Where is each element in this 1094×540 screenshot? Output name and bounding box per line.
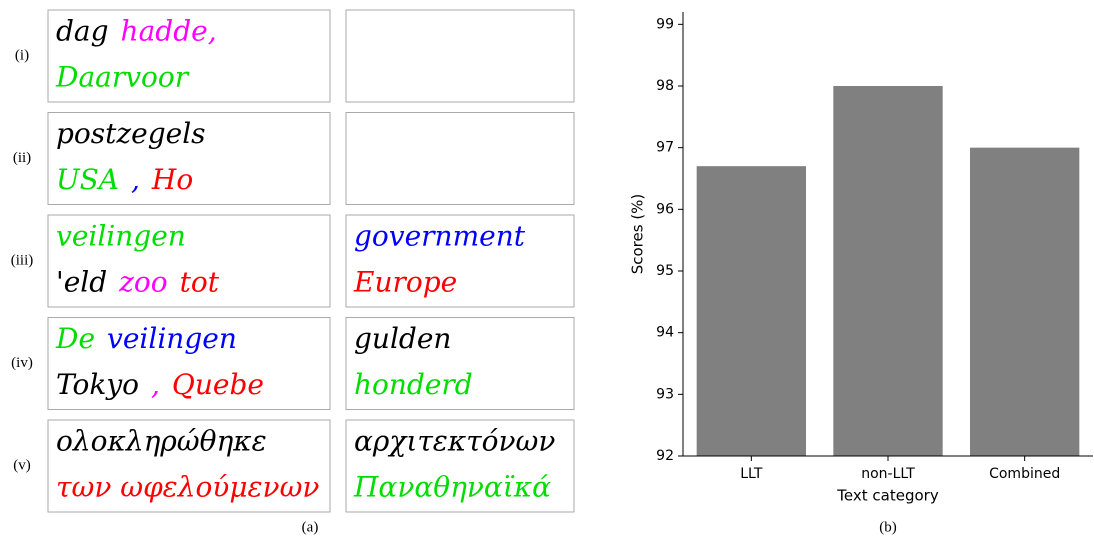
handwritten-word: hadde, (121, 15, 217, 48)
handwritten-word: , (151, 368, 160, 401)
handwritten-word: tot (180, 266, 220, 299)
y-tick-label: 96 (656, 201, 674, 217)
row-label: (iii) (11, 252, 34, 268)
handwritten-word: dag (56, 15, 109, 48)
panel-caption: (a) (302, 519, 319, 535)
y-tick-label: 97 (656, 140, 674, 156)
bar (970, 148, 1079, 456)
handwritten-word: 'eld (56, 266, 107, 299)
handwritten-word: veilingen (107, 322, 237, 355)
x-tick-label: LLT (740, 466, 763, 482)
y-tick-label: 94 (656, 325, 674, 341)
handwritten-word: αρχιτεκτόνων (354, 425, 555, 458)
bar (697, 166, 806, 456)
sample-panel (346, 10, 574, 102)
x-tick-label: Combined (989, 466, 1060, 482)
handwritten-word: honderd (354, 368, 473, 401)
row-label: (i) (15, 47, 29, 63)
handwritten-word: ολοκληρώθηκε (56, 425, 267, 458)
handwritten-word: veilingen (56, 220, 186, 253)
handwritten-word: των ωφελούμενων (56, 471, 319, 504)
y-tick-label: 99 (656, 16, 674, 32)
y-tick-label: 93 (656, 386, 674, 402)
y-tick-label: 92 (656, 448, 674, 464)
bar (833, 86, 942, 456)
handwritten-word: Παναθηναϊκά (353, 471, 551, 504)
handwritten-word: Daarvoor (55, 61, 190, 94)
row-label: (iv) (11, 355, 33, 371)
figure: (a) (b) (i) dag hadde, Daarvoor (ii) postzege… (0, 0, 1094, 540)
handwritten-word: zoo (118, 266, 167, 299)
handwritten-word: postzegels (56, 117, 206, 150)
handwritten-word: Tokyo (56, 368, 139, 401)
chart-caption: (b) (879, 519, 897, 535)
row-label: (v) (13, 457, 31, 473)
handwritten-word: Quebe (172, 368, 264, 401)
handwritten-word: Ho (151, 163, 193, 196)
handwritten-word: gulden (354, 322, 451, 355)
handwritten-word: Europe (353, 266, 457, 299)
sample-panel (346, 113, 574, 205)
y-tick-label: 95 (656, 263, 674, 279)
y-tick-label: 98 (656, 78, 674, 94)
handwritten-word: government (354, 220, 526, 253)
handwritten-word: De (55, 322, 95, 355)
x-axis-label: Text category (836, 487, 939, 505)
handwritten-word: , (131, 163, 140, 196)
x-tick-label: non-LLT (861, 466, 915, 482)
row-label: (ii) (13, 150, 31, 166)
y-axis-label: Scores (%) (629, 194, 647, 275)
handwritten-word: USA (56, 163, 119, 196)
